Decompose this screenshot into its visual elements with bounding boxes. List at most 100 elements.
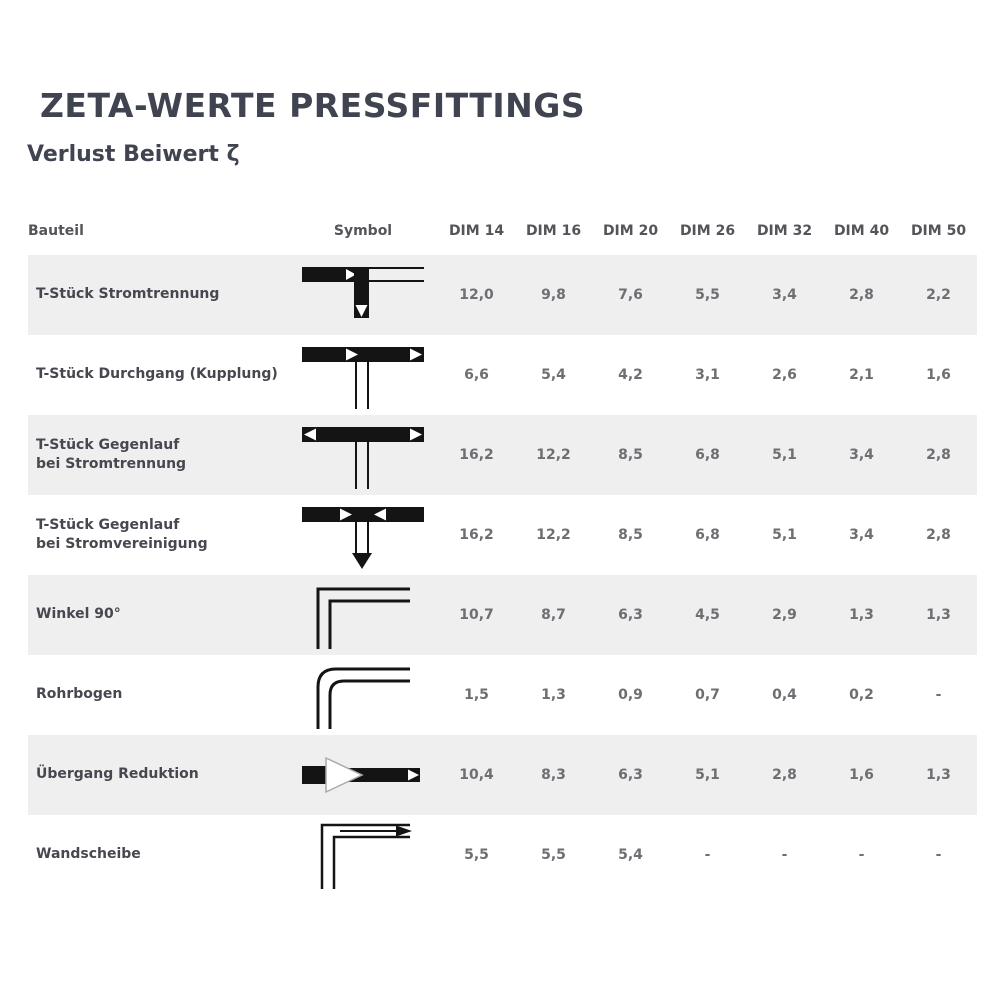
zeta-value: 1,5 [464,686,489,703]
tee-counterflow-separation-icon [302,426,424,489]
symbol-cell [288,659,438,731]
table-row: Übergang Reduktion 10,4 8,3 6,3 5,1 2,8 … [28,734,977,815]
zeta-value: 2,2 [926,286,951,303]
zeta-value: 1,6 [849,766,874,783]
zeta-value: 1,3 [849,606,874,623]
zeta-value: 6,3 [618,606,643,623]
bauteil-label: T-Stück Gegenlauf bei Stromtrennung [36,436,187,472]
zeta-value: 6,8 [695,446,720,463]
zeta-value: 5,4 [618,846,643,863]
zeta-value: 5,5 [695,286,720,303]
column-header-dim32: DIM 32 [756,222,813,239]
zeta-value: 8,3 [541,766,566,783]
column-header-dim14: DIM 14 [448,222,505,239]
zeta-value: 2,1 [849,366,874,383]
zeta-value: - [935,686,942,703]
tee-counterflow-merge-icon [302,506,424,569]
zeta-value: 12,2 [536,526,571,543]
zeta-value: 5,4 [541,366,566,383]
elbow-90-icon [316,587,410,649]
symbol-cell [288,419,438,491]
table-row: T-Stück Gegenlauf bei Stromtrennung 16,2… [28,414,977,495]
zeta-value: 5,1 [695,766,720,783]
zeta-value: 1,3 [926,606,951,623]
zeta-value: 4,5 [695,606,720,623]
column-header-dim20: DIM 20 [602,222,659,239]
pipe-bend-icon [316,667,410,729]
column-header-bauteil: Bauteil [28,222,84,239]
zeta-value: 5,5 [541,846,566,863]
tee-flow-separation-icon [302,266,424,318]
symbol-cell [288,579,438,651]
zeta-value: 5,5 [464,846,489,863]
zeta-value: 0,4 [772,686,797,703]
zeta-value: 0,2 [849,686,874,703]
page-subtitle: Verlust Beiwert ζ [27,141,240,167]
zeta-value: 6,3 [618,766,643,783]
table-header-row: Bauteil Symbol DIM 14 DIM 16 DIM 20 DIM … [28,207,977,255]
zeta-value: 6,6 [464,366,489,383]
symbol-cell [288,819,438,891]
table-row: Rohrbogen 1,5 1,3 0,9 0,7 0,4 0,2 - [28,655,977,735]
zeta-value: 16,2 [459,446,494,463]
zeta-value: 4,2 [618,366,643,383]
zeta-values-table: Bauteil Symbol DIM 14 DIM 16 DIM 20 DIM … [28,207,977,895]
zeta-value: 2,8 [849,286,874,303]
bauteil-label: T-Stück Gegenlauf bei Stromvereinigung [36,516,208,552]
zeta-value: 1,3 [926,766,951,783]
zeta-value: 3,4 [849,446,874,463]
column-header-dim40: DIM 40 [833,222,890,239]
table-row: Wandscheibe 5,5 5,5 5,4 - - - - [28,815,977,895]
zeta-value: - [858,846,865,863]
wall-plate-elbow-icon [320,823,412,889]
bauteil-label: Rohrbogen [36,686,123,703]
zeta-value: 8,5 [618,446,643,463]
zeta-value: 12,0 [459,286,494,303]
page-title: ZETA-WERTE PRESSFITTINGS [40,86,586,125]
zeta-value: 6,8 [695,526,720,543]
table-row: Winkel 90° 10,7 8,7 6,3 4,5 2,9 1,3 1,3 [28,574,977,655]
bauteil-label: Winkel 90° [36,606,121,623]
zeta-value: 3,4 [849,526,874,543]
symbol-cell [288,259,438,331]
zeta-value: - [935,846,942,863]
bauteil-label: T-Stück Stromtrennung [36,286,220,303]
zeta-value: 3,1 [695,366,720,383]
zeta-value: 8,5 [618,526,643,543]
symbol-cell [288,499,438,571]
zeta-value: 10,7 [459,606,494,623]
zeta-value: 16,2 [459,526,494,543]
zeta-value: 2,8 [772,766,797,783]
zeta-value: 0,9 [618,686,643,703]
table-row: T-Stück Stromtrennung 12,0 9,8 7,6 5,5 3… [28,254,977,335]
zeta-value: - [704,846,711,863]
zeta-value: 2,8 [926,446,951,463]
zeta-value: 2,8 [926,526,951,543]
bauteil-label: Wandscheibe [36,846,141,863]
zeta-value: 5,1 [772,526,797,543]
zeta-value: 1,3 [541,686,566,703]
zeta-value: 10,4 [459,766,494,783]
column-header-dim16: DIM 16 [525,222,582,239]
bauteil-label: T-Stück Durchgang (Kupplung) [36,366,278,383]
table-row: T-Stück Durchgang (Kupplung) 6,6 5,4 4,2… [28,335,977,415]
zeta-value: 8,7 [541,606,566,623]
zeta-value: 0,7 [695,686,720,703]
zeta-value: 2,9 [772,606,797,623]
zeta-value: 9,8 [541,286,566,303]
reducer-transition-icon [302,756,420,793]
bauteil-label: Übergang Reduktion [36,766,199,783]
zeta-value: 5,1 [772,446,797,463]
symbol-cell [288,739,438,811]
table-row: T-Stück Gegenlauf bei Stromvereinigung 1… [28,495,977,575]
zeta-value: - [781,846,788,863]
zeta-value: 1,6 [926,366,951,383]
zeta-value: 2,6 [772,366,797,383]
symbol-cell [288,339,438,411]
column-header-symbol: Symbol [333,222,393,239]
column-header-dim50: DIM 50 [910,222,967,239]
zeta-value: 3,4 [772,286,797,303]
zeta-value: 7,6 [618,286,643,303]
column-header-dim26: DIM 26 [679,222,736,239]
